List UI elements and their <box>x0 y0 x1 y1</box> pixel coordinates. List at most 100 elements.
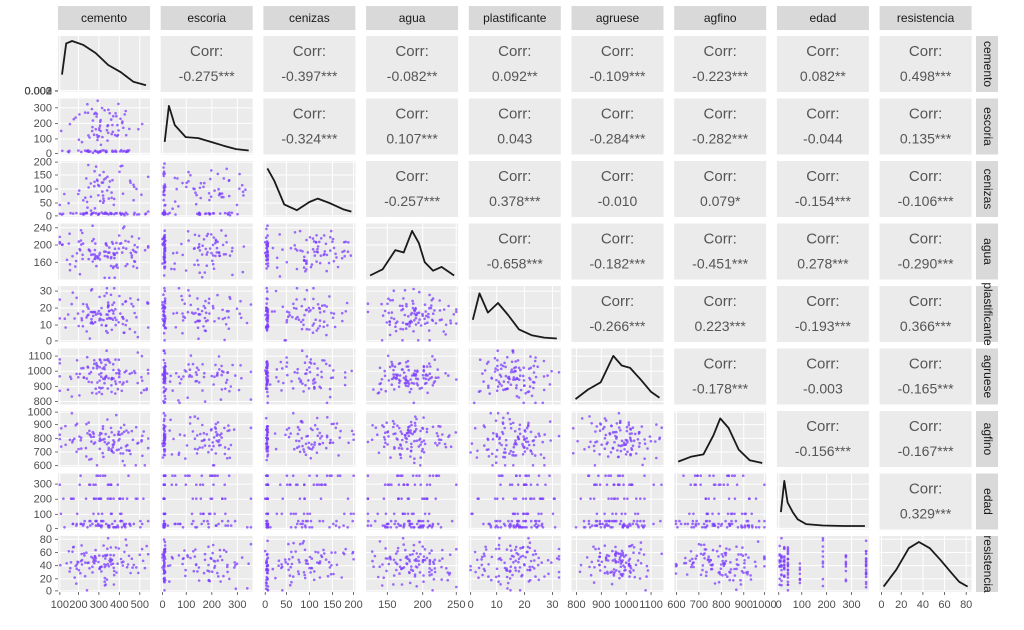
scatter-point <box>139 519 142 523</box>
scatter-point <box>495 378 498 382</box>
scatter-point <box>75 524 78 527</box>
scatter-point <box>323 304 326 307</box>
x-tick-label: 60 <box>938 599 950 611</box>
scatter-point <box>512 497 516 501</box>
scatter-point <box>136 351 140 354</box>
scatter-point <box>107 213 111 216</box>
corr-label: Corr: <box>498 106 531 123</box>
y-tick-label: 0 <box>46 335 52 347</box>
scatter-point <box>729 512 733 516</box>
panel-edad-agfino <box>674 473 767 530</box>
scatter-point <box>557 555 561 558</box>
scatter-point <box>162 305 165 309</box>
scatter-point <box>612 568 616 571</box>
scatter-point <box>71 291 75 294</box>
scatter-point <box>108 111 111 115</box>
scatter-point <box>58 433 62 437</box>
panel-background <box>776 473 869 530</box>
scatter-point <box>401 339 404 342</box>
scatter-point <box>730 522 734 526</box>
scatter-point <box>616 474 620 478</box>
scatter-point <box>289 432 293 435</box>
scatter-point <box>527 390 531 393</box>
scatter-point <box>627 559 631 562</box>
scatter-point <box>100 361 103 364</box>
y-tick-label: 0 <box>46 148 52 160</box>
scatter-point <box>104 557 107 560</box>
scatter-point <box>431 312 435 316</box>
scatter-point <box>386 430 390 433</box>
scatter-point <box>520 526 524 529</box>
scatter-point <box>287 557 291 561</box>
scatter-point <box>378 565 382 568</box>
scatter-point <box>534 522 538 526</box>
corr-value: 0.329*** <box>900 506 952 522</box>
scatter-point <box>118 433 122 437</box>
scatter-point <box>682 474 685 478</box>
scatter-point <box>607 474 610 478</box>
scatter-point <box>122 430 126 434</box>
scatter-point <box>107 435 111 439</box>
scatter-point <box>87 561 90 564</box>
scatter-point <box>295 286 299 290</box>
scatter-point <box>130 302 133 306</box>
scatter-point <box>737 563 740 567</box>
scatter-point <box>704 574 708 578</box>
scatter-point <box>117 358 121 362</box>
scatter-point <box>195 497 198 501</box>
scatter-point <box>285 318 289 322</box>
scatter-point <box>106 255 110 259</box>
scatter-point <box>77 192 80 196</box>
scatter-point <box>106 418 109 421</box>
scatter-point <box>296 483 299 487</box>
scatter-point <box>212 483 215 487</box>
scatter-point <box>413 461 416 465</box>
scatter-point <box>786 564 790 567</box>
scatter-point <box>417 555 420 559</box>
scatter-point <box>695 519 698 523</box>
scatter-point <box>646 569 650 572</box>
scatter-point <box>522 366 525 370</box>
scatter-point <box>222 253 226 256</box>
x-tick-label: 0 <box>159 599 165 611</box>
scatter-point <box>741 546 744 549</box>
scatter-point <box>344 547 348 551</box>
y-tick-label: 20 <box>40 573 52 585</box>
scatter-point <box>530 526 533 529</box>
scatter-point <box>120 251 124 254</box>
scatter-point <box>69 377 73 381</box>
scatter-point <box>205 212 208 215</box>
scatter-point <box>175 187 178 191</box>
scatter-point <box>214 241 217 245</box>
scatter-point <box>184 568 187 572</box>
scatter-point <box>162 483 165 487</box>
scatter-point <box>402 566 406 569</box>
scatter-point <box>421 519 425 523</box>
scatter-point <box>94 211 98 215</box>
scatter-point <box>343 383 347 387</box>
scatter-point <box>193 437 197 441</box>
scatter-point <box>109 546 113 549</box>
corr-value: -0.156*** <box>795 443 852 459</box>
scatter-point <box>130 557 134 560</box>
scatter-point <box>598 519 602 523</box>
panel-background <box>879 223 972 280</box>
scatter-point <box>101 451 104 455</box>
scatter-point <box>84 561 87 564</box>
scatter-point <box>531 464 535 467</box>
scatter-point <box>228 297 232 301</box>
scatter-point <box>594 430 597 433</box>
scatter-point <box>783 547 786 551</box>
scatter-point <box>377 451 381 455</box>
scatter-point <box>324 483 327 487</box>
x-tick-label: 100 <box>300 599 318 611</box>
scatter-point <box>428 293 431 297</box>
scatter-point <box>393 522 397 526</box>
scatter-point <box>183 434 186 437</box>
scatter-point <box>518 432 522 436</box>
scatter-point <box>311 324 315 327</box>
scatter-point <box>421 497 424 501</box>
scatter-point <box>516 522 519 526</box>
scatter-point <box>101 474 105 478</box>
scatter-point <box>308 566 311 570</box>
